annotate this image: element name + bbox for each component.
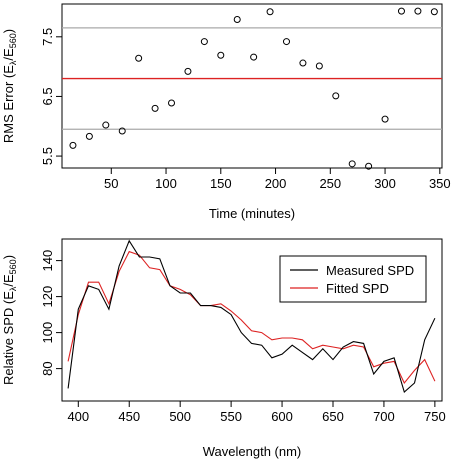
data-point <box>348 160 356 168</box>
x-tick-label: 350 <box>429 176 451 191</box>
y-axis-ticks: 80 100 120 140 <box>40 250 62 376</box>
y-tick-label: 6.5 <box>40 87 55 105</box>
y-tick-label: 100 <box>40 322 55 344</box>
data-point <box>233 16 241 24</box>
series-line-fitted <box>67 250 436 385</box>
y-axis-title-top: RMS Error (Eλ/E560) <box>1 29 18 143</box>
series-line-measured <box>67 239 436 393</box>
plot-frame-top <box>61 3 443 169</box>
x-tick-label: 550 <box>220 409 242 424</box>
data-point <box>381 115 389 123</box>
x-axis-ticks: 50 100 150 200 250 300 350 <box>104 168 451 191</box>
x-tick-label: 650 <box>322 409 344 424</box>
y-tick-label: 80 <box>40 361 55 375</box>
legend: Measured SPD Fitted SPD <box>279 255 427 303</box>
data-point <box>168 99 176 107</box>
x-tick-label: 50 <box>104 176 118 191</box>
x-tick-label: 200 <box>265 176 287 191</box>
data-point <box>200 38 208 46</box>
reference-lines <box>62 27 442 130</box>
x-tick-label: 450 <box>118 409 140 424</box>
data-point <box>69 141 77 149</box>
x-tick-label: 400 <box>67 409 89 424</box>
data-point <box>102 121 110 129</box>
y-tick-label: 7.5 <box>40 28 55 46</box>
data-point <box>430 8 438 16</box>
data-point <box>299 59 307 67</box>
data-point <box>266 8 274 16</box>
x-axis-title-top: Time (minutes) <box>209 206 295 221</box>
x-axis-title-bottom: Wavelength (nm) <box>203 444 302 459</box>
plot-frame-bottom <box>61 238 443 402</box>
data-point <box>365 162 373 170</box>
x-tick-label: 750 <box>424 409 446 424</box>
spd-panel: 400 450 500 550 600 650 700 750 80 100 120 140 Mea… <box>1 238 446 459</box>
x-tick-label: 700 <box>373 409 395 424</box>
data-point <box>397 7 405 15</box>
legend-label-fitted: Fitted SPD <box>326 281 389 296</box>
data-point <box>282 38 290 46</box>
data-point <box>135 54 143 62</box>
data-point <box>332 92 340 100</box>
x-tick-label: 300 <box>374 176 396 191</box>
data-points <box>69 7 438 170</box>
y-tick-label: 120 <box>40 286 55 308</box>
legend-box <box>279 255 427 303</box>
data-point <box>85 132 93 140</box>
x-tick-label: 100 <box>155 176 177 191</box>
data-point <box>250 53 258 61</box>
legend-label-measured: Measured SPD <box>326 263 414 278</box>
data-point <box>414 7 422 15</box>
data-point <box>118 127 126 135</box>
data-point <box>151 104 159 112</box>
y-tick-label: 5.5 <box>40 147 55 165</box>
x-tick-label: 150 <box>210 176 232 191</box>
y-axis-title-bottom: Relative SPD (Eλ/E560) <box>1 255 18 385</box>
data-point <box>217 51 225 59</box>
y-axis-ticks: 5.5 6.5 7.5 <box>40 28 62 165</box>
rms-error-panel: 50 100 150 200 250 300 350 5.5 6.5 7.5 Time (min… <box>1 3 451 221</box>
x-tick-label: 600 <box>271 409 293 424</box>
series-lines <box>67 239 436 393</box>
x-axis-ticks: 400 450 500 550 600 650 700 750 <box>67 401 446 424</box>
y-tick-label: 140 <box>40 250 55 272</box>
x-tick-label: 250 <box>319 176 341 191</box>
x-tick-label: 500 <box>169 409 191 424</box>
data-point <box>184 67 192 75</box>
data-point <box>315 62 323 70</box>
